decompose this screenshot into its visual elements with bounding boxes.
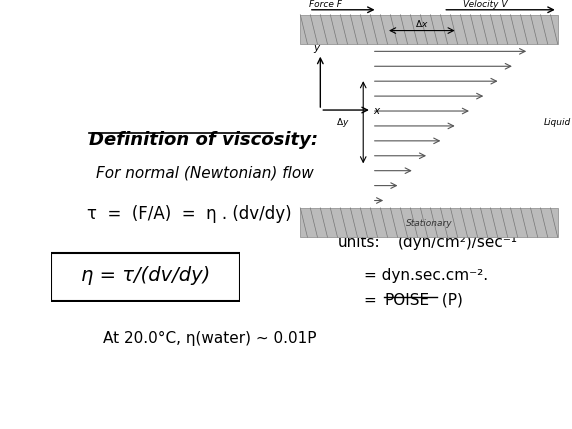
Text: For normal (Newtonian) flow: For normal (Newtonian) flow	[96, 166, 313, 181]
Text: (P): (P)	[437, 293, 463, 308]
FancyBboxPatch shape	[300, 208, 558, 237]
Text: = dyn.sec.cm⁻².: = dyn.sec.cm⁻².	[364, 268, 488, 283]
Text: Definition of viscosity:: Definition of viscosity:	[89, 131, 319, 149]
Text: τ  =  (F/A)  =  η . (dv/dy): τ = (F/A) = η . (dv/dy)	[87, 205, 292, 223]
Text: units:: units:	[337, 235, 380, 250]
Text: (dyn/cm²)/sec⁻¹: (dyn/cm²)/sec⁻¹	[398, 235, 517, 250]
Text: Force F: Force F	[309, 0, 341, 9]
Text: y: y	[313, 43, 319, 53]
Text: η = τ/(dv/dy): η = τ/(dv/dy)	[81, 266, 210, 285]
Text: Velocity V: Velocity V	[463, 0, 508, 9]
Text: $\Delta y$: $\Delta y$	[336, 116, 350, 129]
Text: Stationary: Stationary	[406, 219, 452, 228]
Text: =: =	[364, 293, 382, 308]
FancyBboxPatch shape	[51, 253, 240, 301]
Text: Liquid: Liquid	[543, 118, 571, 127]
Text: $\Delta x$: $\Delta x$	[415, 18, 428, 30]
Text: x: x	[373, 106, 379, 116]
FancyBboxPatch shape	[300, 15, 558, 44]
Text: POISE: POISE	[384, 293, 429, 308]
Text: At 20.0°C, η(water) ~ 0.01P: At 20.0°C, η(water) ~ 0.01P	[102, 331, 316, 346]
